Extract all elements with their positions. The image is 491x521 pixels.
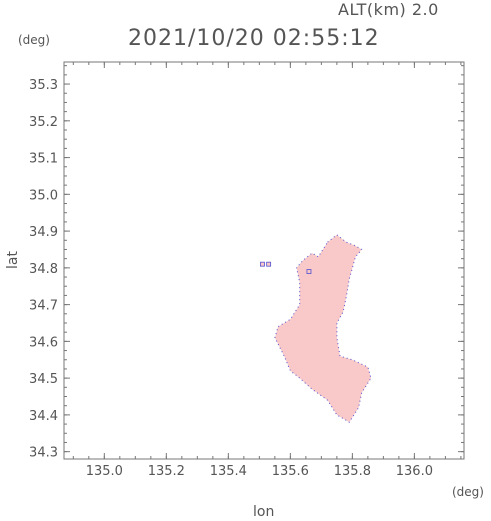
y-tick-label: 35.0 xyxy=(29,188,58,203)
y-tick-label: 35.2 xyxy=(29,115,58,130)
y-tick-label: 34.3 xyxy=(29,446,58,461)
y-tick-label: 34.5 xyxy=(29,372,58,387)
x-tick-label: 135.4 xyxy=(210,464,247,479)
y-tick-label: 34.8 xyxy=(29,262,58,277)
y-tick-label: 35.3 xyxy=(29,78,58,93)
x-tick-label: 135.0 xyxy=(86,464,123,479)
x-tick-label: 136.0 xyxy=(396,464,433,479)
x-tick-label: 135.8 xyxy=(334,464,371,479)
echo-cell xyxy=(306,269,312,274)
data-layer xyxy=(260,234,372,423)
echo-cell xyxy=(266,261,272,267)
plot-frame xyxy=(63,61,465,460)
lon-unit-label: (deg) xyxy=(452,485,484,499)
timestamp-title: 2021/10/20 02:55:12 xyxy=(128,26,380,51)
axis-ticks: 135.0 135.2 135.4 135.6 135.8 136.0 34.3 34.4 34… xyxy=(29,62,464,479)
x-tick-label: 135.2 xyxy=(148,464,185,479)
y-tick-label: 34.9 xyxy=(29,225,58,240)
echo-cell xyxy=(260,261,265,267)
x-tick-label: 135.6 xyxy=(272,464,309,479)
echo-region xyxy=(274,234,372,423)
x-axis-label: lon xyxy=(253,504,275,520)
lat-unit-label: (deg) xyxy=(18,33,50,47)
y-tick-label: 34.4 xyxy=(29,409,58,424)
altitude-label: ALT(km) 2.0 xyxy=(338,0,439,19)
y-tick-label: 35.1 xyxy=(29,152,58,167)
y-tick-label: 34.6 xyxy=(29,335,58,350)
y-tick-label: 34.7 xyxy=(29,299,58,314)
